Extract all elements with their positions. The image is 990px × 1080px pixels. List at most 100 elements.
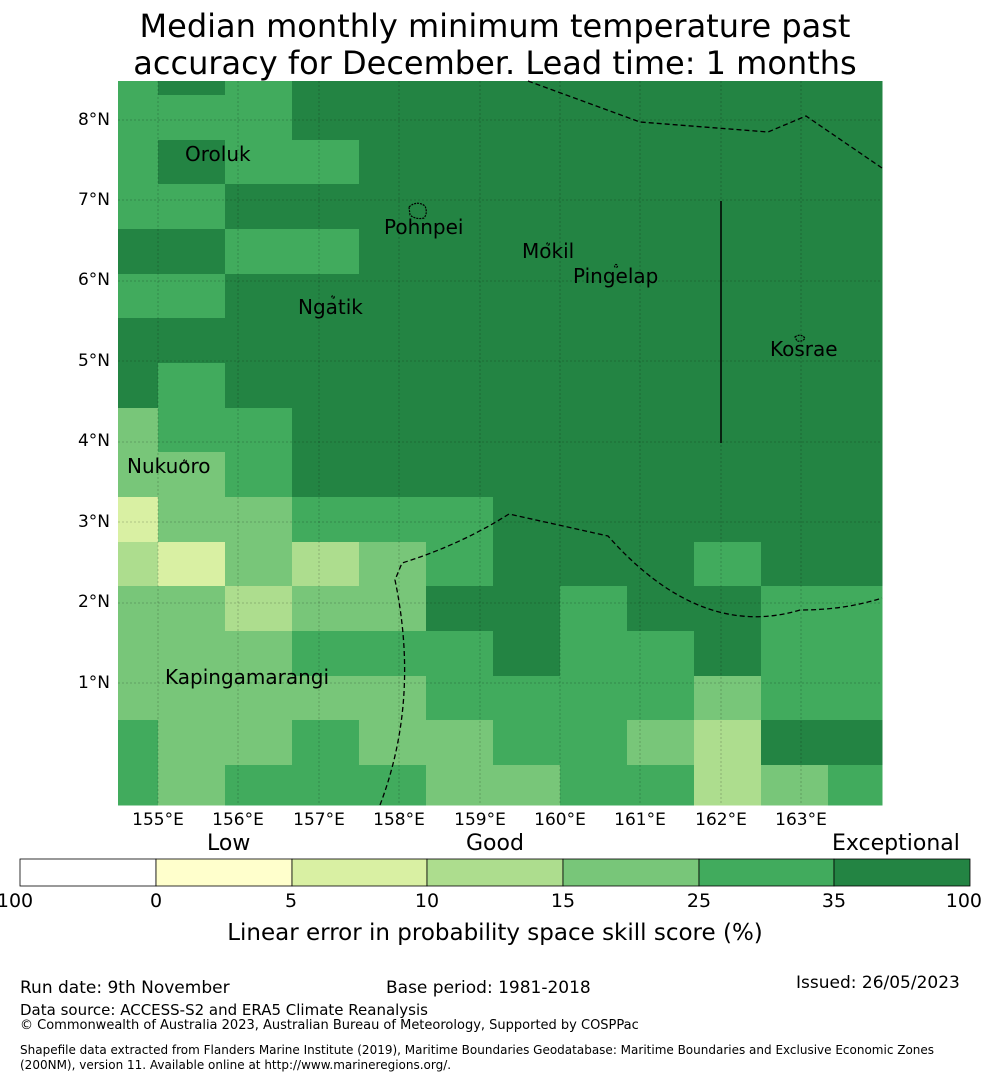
grid-cell [225,586,293,632]
lat-label: 8°N [77,110,110,130]
grid-cell [627,229,695,275]
place-label-mokil: Mokil [522,239,575,263]
grid-cell [627,408,695,453]
grid-cell [292,720,360,766]
shapefile-credit-line-1: Shapefile data extracted from Flanders M… [20,1043,935,1057]
grid-cell [761,363,829,409]
grid-cell [627,318,695,364]
grid-cell [225,497,293,543]
grid-cell [694,720,762,766]
grid-cell [292,452,360,498]
grid-cell [828,229,883,275]
grid-cell [560,631,628,677]
grid-cell [493,497,561,543]
grid-cell [359,720,427,766]
grid-cell [118,586,159,632]
grid-cell [694,586,762,632]
grid-cell [118,720,159,766]
grid-cell [359,542,427,587]
grid-cell [493,408,561,453]
colorbar-label-low: Low [207,831,251,856]
grid-cell [225,720,293,766]
grid-cell [426,408,494,453]
grid-cell [694,229,762,275]
grid-cell [158,452,226,498]
grid-cell [225,140,293,185]
colorbar-tick: 100 [945,890,982,912]
grid-cell [694,363,762,409]
grid-cell [694,81,762,96]
grid-cell [828,184,883,230]
grid-cell [627,765,695,806]
grid-cell [560,542,628,587]
colorbar-tick: 35 [821,890,847,912]
grid-cell [560,497,628,543]
grid-cell [225,542,293,587]
grid-cell [359,452,427,498]
grid-cell [158,81,226,96]
colorbar-tick: 5 [284,890,298,912]
grid-cell [828,542,883,587]
data-source: Data source: ACCESS-S2 and ERA5 Climate … [20,1001,428,1019]
grid-cell [493,229,561,275]
grid-cell [828,586,883,632]
grid-cell [292,497,360,543]
grid-cell [828,631,883,677]
grid-cell [426,81,494,96]
grid-cell [761,184,829,230]
grid-cell [292,586,360,632]
grid-cell [493,586,561,632]
grid-cell [493,363,561,409]
grid-cell [158,318,226,364]
grid-cell [761,765,829,806]
place-label-kosrae: Kosrae [770,337,838,361]
grid-cell [493,720,561,766]
grid-cell [493,452,561,498]
colorbar-tick: 25 [686,890,712,912]
grid-cell [158,184,226,230]
grid-cell [828,81,883,96]
grid-cell [560,318,628,364]
grid-cell [761,497,829,543]
chart-title-line-1: Median monthly minimum temperature past [139,7,851,45]
colorbar-segment [833,858,971,887]
grid-cell [493,140,561,185]
grid-cell [560,408,628,453]
grid-cell [426,765,494,806]
place-label-pohnpei: Pohnpei [384,215,464,239]
grid-cell [761,631,829,677]
grid-cell [158,140,226,185]
grid-cell [426,720,494,766]
base-period: Base period: 1981-2018 [386,978,591,998]
lat-label: 5°N [77,351,110,371]
colorbar-segment [698,858,835,887]
copyright: © Commonwealth of Australia 2023, Austra… [20,1018,639,1033]
grid-cell [225,81,293,96]
grid-cell [761,676,829,721]
grid-cell [694,95,762,141]
place-label-nukuoro: Nukuoro [127,454,211,478]
grid-cell [493,95,561,141]
grid-cell [828,95,883,141]
grid-cell [118,452,159,498]
grid-cell [359,631,427,677]
colorbar-tick: 10 [414,890,440,912]
grid-cell [493,184,561,230]
chart-title-line-2: accuracy for December. Lead time: 1 mont… [133,44,857,82]
colorbar-tick: 0 [149,890,163,912]
grid-cell [292,184,360,230]
grid-cell [828,274,883,319]
grid-cell [828,408,883,453]
grid-cell [761,95,829,141]
grid-cell [225,95,293,141]
grid-cell [493,542,561,587]
colorbar-segment [155,858,293,887]
grid-cell [694,676,762,721]
grid-cell [627,140,695,185]
grid-cell [627,452,695,498]
grid-cell [426,542,494,587]
grid-cell [359,765,427,806]
grid-cell [118,497,159,543]
colorbar-title: Linear error in probability space skill … [227,920,763,946]
grid-cell [560,95,628,141]
